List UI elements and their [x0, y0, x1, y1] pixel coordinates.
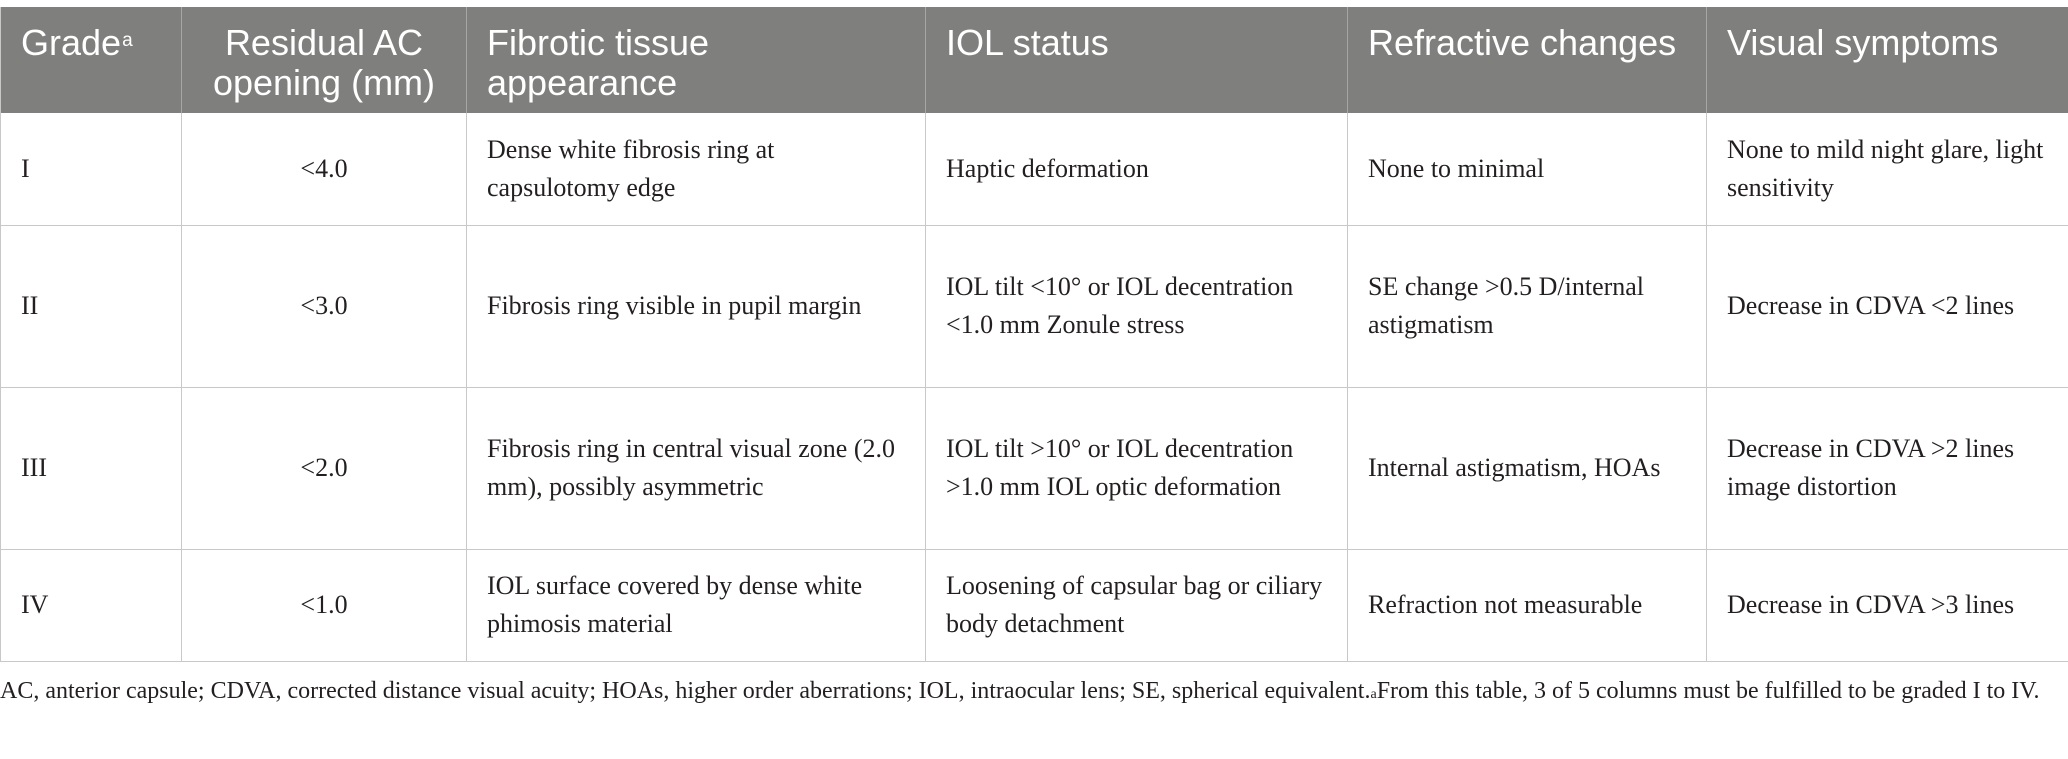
cell-iol-status: IOL tilt >10° or IOL decentration >1.0 m…	[925, 387, 1348, 550]
cell-refractive-changes: Refraction not measurable	[1347, 549, 1707, 662]
cell-visual-symptoms: Decrease in CDVA >3 lines	[1706, 549, 2068, 662]
header-residual-ac-opening: Residual AC opening (mm)	[181, 7, 467, 113]
footnote-abbreviations: AC, anterior capsule; CDVA, corrected di…	[0, 678, 1371, 704]
table-row: II <3.0 Fibrosis ring visible in pupil m…	[0, 225, 2068, 388]
grading-table-container: Gradea Residual AC opening (mm) Fibrotic…	[0, 7, 2068, 662]
header-refractive-changes: Refractive changes	[1347, 7, 1707, 113]
table-row: I <4.0 Dense white fibrosis ring at caps…	[0, 113, 2068, 226]
table-body: I <4.0 Dense white fibrosis ring at caps…	[0, 113, 2068, 662]
header-grade: Gradea	[0, 7, 182, 113]
cell-fibrotic-tissue: IOL surface covered by dense white phimo…	[466, 549, 926, 662]
header-grade-footnote-marker: a	[122, 30, 133, 51]
cell-fibrotic-tissue: Fibrosis ring in central visual zone (2.…	[466, 387, 926, 550]
cell-iol-status: Loosening of capsular bag or ciliary bod…	[925, 549, 1348, 662]
table-row: III <2.0 Fibrosis ring in central visual…	[0, 387, 2068, 550]
table-row: IV <1.0 IOL surface covered by dense whi…	[0, 549, 2068, 662]
header-visual-symptoms: Visual symptoms	[1706, 7, 2068, 113]
table-header: Gradea Residual AC opening (mm) Fibrotic…	[0, 7, 2068, 113]
cell-grade: II	[0, 225, 182, 388]
cell-residual-ac-opening: <3.0	[181, 225, 467, 388]
cell-grade: I	[0, 113, 182, 226]
table-footnote: AC, anterior capsule; CDVA, corrected di…	[0, 673, 2060, 710]
footnote-note: From this table, 3 of 5 columns must be …	[1376, 678, 2040, 704]
footnote-marker: a	[1370, 687, 1377, 702]
cell-visual-symptoms: None to mild night glare, light sensitiv…	[1706, 113, 2068, 226]
cell-iol-status: IOL tilt <10° or IOL decentration <1.0 m…	[925, 225, 1348, 388]
header-fibrotic-tissue: Fibrotic tissue appearance	[466, 7, 926, 113]
cell-residual-ac-opening: <2.0	[181, 387, 467, 550]
header-row: Gradea Residual AC opening (mm) Fibrotic…	[0, 7, 2068, 113]
cell-fibrotic-tissue: Dense white fibrosis ring at capsulotomy…	[466, 113, 926, 226]
cell-grade: III	[0, 387, 182, 550]
cell-iol-status: Haptic deformation	[925, 113, 1348, 226]
header-iol-status: IOL status	[925, 7, 1348, 113]
cell-refractive-changes: Internal astigmatism, HOAs	[1347, 387, 1707, 550]
cell-visual-symptoms: Decrease in CDVA <2 lines	[1706, 225, 2068, 388]
cell-residual-ac-opening: <1.0	[181, 549, 467, 662]
grading-table: Gradea Residual AC opening (mm) Fibrotic…	[0, 7, 2068, 662]
cell-grade: IV	[0, 549, 182, 662]
cell-visual-symptoms: Decrease in CDVA >2 lines image distorti…	[1706, 387, 2068, 550]
cell-fibrotic-tissue: Fibrosis ring visible in pupil margin	[466, 225, 926, 388]
cell-refractive-changes: None to minimal	[1347, 113, 1707, 226]
cell-residual-ac-opening: <4.0	[181, 113, 467, 226]
cell-refractive-changes: SE change >0.5 D/internal astigmatism	[1347, 225, 1707, 388]
